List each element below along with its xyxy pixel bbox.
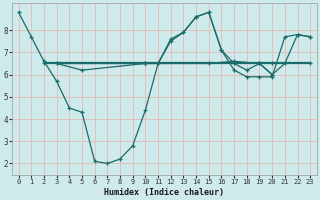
X-axis label: Humidex (Indice chaleur): Humidex (Indice chaleur) <box>104 188 224 197</box>
